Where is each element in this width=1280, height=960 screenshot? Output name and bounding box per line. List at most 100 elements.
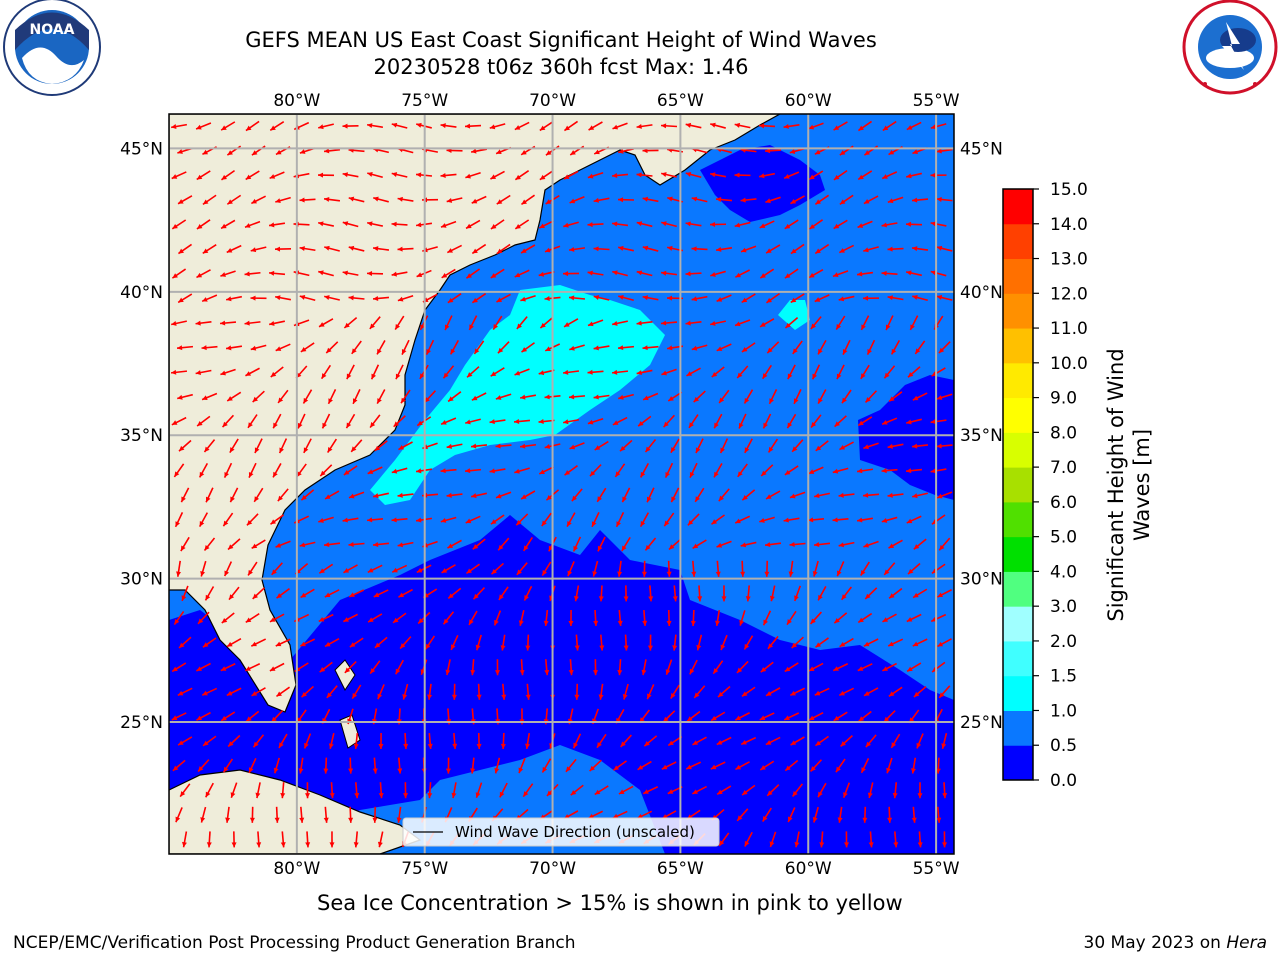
wind-wave-arrow <box>621 487 631 503</box>
wind-wave-arrow <box>615 512 625 528</box>
wind-wave-arrow <box>790 243 805 255</box>
wind-wave-arrow <box>856 517 874 523</box>
wind-wave-arrow <box>764 560 770 577</box>
wind-wave-arrow <box>538 466 555 475</box>
wind-wave-arrow <box>636 172 653 178</box>
wind-wave-arrow <box>912 588 928 599</box>
wind-wave-arrow <box>174 512 184 528</box>
wind-wave-arrow <box>324 589 340 598</box>
wind-wave-arrow <box>744 831 753 847</box>
wind-wave-arrow <box>514 219 530 230</box>
wind-wave-arrow <box>348 541 365 547</box>
wind-wave-arrow <box>564 465 578 476</box>
wind-wave-arrow <box>377 831 384 848</box>
wind-wave-arrow <box>814 294 830 303</box>
wind-wave-arrow <box>691 196 708 203</box>
wind-wave-arrow <box>696 634 703 651</box>
wind-wave-arrow <box>881 222 898 228</box>
wind-wave-arrow <box>644 439 657 453</box>
wind-wave-arrow <box>642 245 659 252</box>
wind-wave-arrow <box>321 413 331 429</box>
lon-tick-label-bottom: 80°W <box>273 859 320 879</box>
colorbar-segment <box>1003 571 1033 607</box>
wind-wave-arrow <box>395 364 404 380</box>
wind-wave-arrow <box>599 634 605 651</box>
wind-wave-arrow <box>348 245 365 252</box>
wind-wave-arrow <box>808 122 824 130</box>
wind-wave-arrow <box>177 687 193 697</box>
wind-wave-arrow <box>497 341 510 354</box>
wind-wave-arrow <box>440 417 457 426</box>
wind-wave-arrow <box>323 148 341 154</box>
wind-wave-arrow <box>268 270 286 276</box>
wind-wave-arrow <box>612 320 628 326</box>
legend-label: Wind Wave Direction (unscaled) <box>455 823 695 841</box>
wind-wave-arrow <box>440 123 457 129</box>
wind-wave-arrow <box>685 122 702 129</box>
wind-wave-arrow <box>905 468 923 474</box>
sea-ice-note: Sea Ice Concentration > 15% is shown in … <box>317 891 903 915</box>
wind-wave-arrow <box>244 320 261 326</box>
wind-wave-arrow <box>498 586 509 601</box>
wind-wave-arrow <box>887 492 904 498</box>
wind-wave-arrow <box>326 685 338 699</box>
wind-wave-arrow <box>539 120 554 132</box>
wind-wave-arrow <box>790 736 805 746</box>
wind-wave-arrow <box>833 121 848 131</box>
wind-wave-arrow <box>514 269 530 278</box>
wind-wave-arrow <box>244 663 261 672</box>
wind-wave-arrow <box>587 319 604 327</box>
wind-wave-arrow <box>177 243 193 255</box>
wind-wave-arrow <box>471 293 487 304</box>
wind-wave-arrow <box>370 364 380 380</box>
colorbar-segment <box>1003 675 1033 711</box>
wind-wave-arrow <box>366 271 384 277</box>
wind-wave-arrow <box>450 634 459 651</box>
colorbar-segment <box>1003 606 1033 642</box>
wind-wave-arrow <box>892 782 898 799</box>
wind-wave-arrow <box>177 736 193 746</box>
wind-wave-arrow <box>299 806 305 823</box>
wind-wave-arrow <box>642 609 648 627</box>
wind-wave-arrow <box>395 659 404 675</box>
wind-wave-arrow <box>176 560 182 577</box>
wind-wave-arrow <box>883 710 896 723</box>
wind-wave-arrow <box>200 806 207 823</box>
wind-wave-arrow <box>832 467 849 474</box>
wind-wave-arrow <box>643 735 658 747</box>
wind-wave-arrow <box>525 683 531 700</box>
wind-wave-arrow <box>500 732 506 750</box>
wind-wave-arrow <box>374 636 388 649</box>
wind-wave-arrow <box>525 732 531 750</box>
wind-wave-arrow <box>569 344 585 351</box>
wind-wave-arrow <box>170 123 188 129</box>
wind-wave-arrow <box>685 271 702 277</box>
wind-wave-arrow <box>691 295 708 302</box>
wind-wave-arrow <box>587 270 604 276</box>
wind-wave-arrow <box>181 585 189 602</box>
wind-wave-arrow <box>942 782 948 799</box>
wind-wave-arrow <box>713 463 723 478</box>
wind-wave-arrow <box>740 197 757 203</box>
wind-wave-arrow <box>912 492 928 499</box>
wind-wave-arrow <box>817 585 827 601</box>
wind-wave-arrow <box>329 782 335 799</box>
wind-wave-arrow <box>367 172 383 179</box>
wind-wave-arrow <box>744 438 753 454</box>
wind-wave-arrow <box>784 219 799 230</box>
wind-wave-arrow <box>593 197 610 203</box>
wind-wave-arrow <box>592 560 599 577</box>
wind-wave-arrow <box>501 683 507 700</box>
wind-wave-arrow <box>449 339 460 355</box>
wind-wave-arrow <box>661 172 677 178</box>
wind-wave-arrow <box>808 170 824 181</box>
wind-wave-arrow <box>345 413 356 429</box>
wind-wave-arrow <box>912 295 928 301</box>
wind-wave-arrow <box>716 785 732 796</box>
wind-wave-arrow <box>597 536 606 552</box>
wind-wave-arrow <box>786 413 797 429</box>
colorbar-tick-label: 6.0 <box>1050 493 1077 513</box>
wind-wave-arrow <box>860 315 870 331</box>
wind-wave-arrow <box>470 659 476 676</box>
